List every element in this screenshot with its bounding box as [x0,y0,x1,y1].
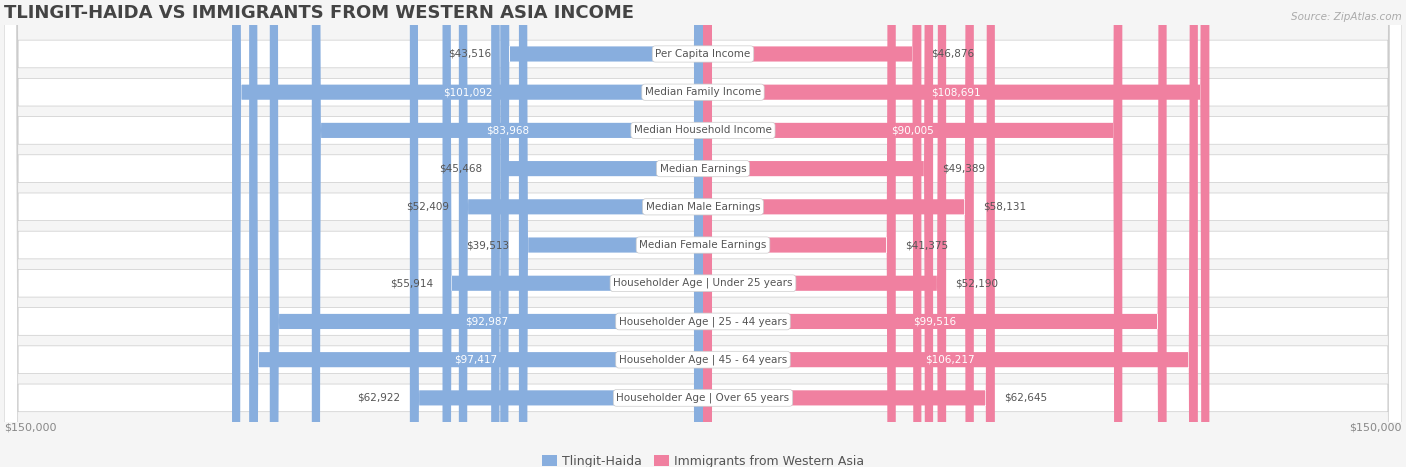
FancyBboxPatch shape [458,0,703,467]
FancyBboxPatch shape [703,0,896,467]
FancyBboxPatch shape [703,0,1198,467]
Text: Median Male Earnings: Median Male Earnings [645,202,761,212]
Text: $49,389: $49,389 [942,163,986,174]
FancyBboxPatch shape [249,0,703,467]
Text: $39,513: $39,513 [467,240,509,250]
FancyBboxPatch shape [4,0,1402,467]
FancyBboxPatch shape [4,0,1402,467]
FancyBboxPatch shape [232,0,703,467]
FancyBboxPatch shape [703,0,974,467]
FancyBboxPatch shape [312,0,703,467]
Text: $106,217: $106,217 [925,354,976,365]
Text: $83,968: $83,968 [486,126,529,135]
Legend: Tlingit-Haida, Immigrants from Western Asia: Tlingit-Haida, Immigrants from Western A… [541,455,865,467]
FancyBboxPatch shape [501,0,703,467]
FancyBboxPatch shape [4,0,1402,467]
FancyBboxPatch shape [703,0,1209,467]
FancyBboxPatch shape [491,0,703,467]
Text: $90,005: $90,005 [891,126,934,135]
Text: $62,922: $62,922 [357,393,401,403]
Text: Median Earnings: Median Earnings [659,163,747,174]
Text: $150,000: $150,000 [1350,422,1402,432]
Text: TLINGIT-HAIDA VS IMMIGRANTS FROM WESTERN ASIA INCOME: TLINGIT-HAIDA VS IMMIGRANTS FROM WESTERN… [4,4,634,22]
FancyBboxPatch shape [4,0,1402,467]
Text: $92,987: $92,987 [465,317,508,326]
Text: Householder Age | Over 65 years: Householder Age | Over 65 years [616,393,790,403]
Text: $52,409: $52,409 [406,202,450,212]
FancyBboxPatch shape [270,0,703,467]
FancyBboxPatch shape [703,0,934,467]
Text: $58,131: $58,131 [983,202,1026,212]
Text: Median Family Income: Median Family Income [645,87,761,97]
Text: $101,092: $101,092 [443,87,492,97]
Text: $150,000: $150,000 [4,422,56,432]
Text: $55,914: $55,914 [389,278,433,288]
Text: Median Household Income: Median Household Income [634,126,772,135]
FancyBboxPatch shape [4,0,1402,467]
FancyBboxPatch shape [4,0,1402,467]
Text: $45,468: $45,468 [439,163,482,174]
FancyBboxPatch shape [411,0,703,467]
Text: $99,516: $99,516 [914,317,956,326]
Text: Per Capita Income: Per Capita Income [655,49,751,59]
Text: Householder Age | 45 - 64 years: Householder Age | 45 - 64 years [619,354,787,365]
FancyBboxPatch shape [703,0,995,467]
Text: $46,876: $46,876 [931,49,974,59]
Text: Householder Age | 25 - 44 years: Householder Age | 25 - 44 years [619,316,787,327]
Text: $62,645: $62,645 [1004,393,1047,403]
Text: Median Female Earnings: Median Female Earnings [640,240,766,250]
FancyBboxPatch shape [703,0,946,467]
Text: Source: ZipAtlas.com: Source: ZipAtlas.com [1291,12,1402,22]
FancyBboxPatch shape [4,0,1402,467]
Text: Householder Age | Under 25 years: Householder Age | Under 25 years [613,278,793,289]
Text: $52,190: $52,190 [956,278,998,288]
FancyBboxPatch shape [4,0,1402,467]
FancyBboxPatch shape [4,0,1402,467]
Text: $108,691: $108,691 [931,87,981,97]
Text: $97,417: $97,417 [454,354,498,365]
Text: $41,375: $41,375 [905,240,948,250]
FancyBboxPatch shape [4,0,1402,467]
FancyBboxPatch shape [703,0,921,467]
FancyBboxPatch shape [443,0,703,467]
Text: $43,516: $43,516 [449,49,491,59]
FancyBboxPatch shape [703,0,1122,467]
FancyBboxPatch shape [519,0,703,467]
FancyBboxPatch shape [703,0,1167,467]
